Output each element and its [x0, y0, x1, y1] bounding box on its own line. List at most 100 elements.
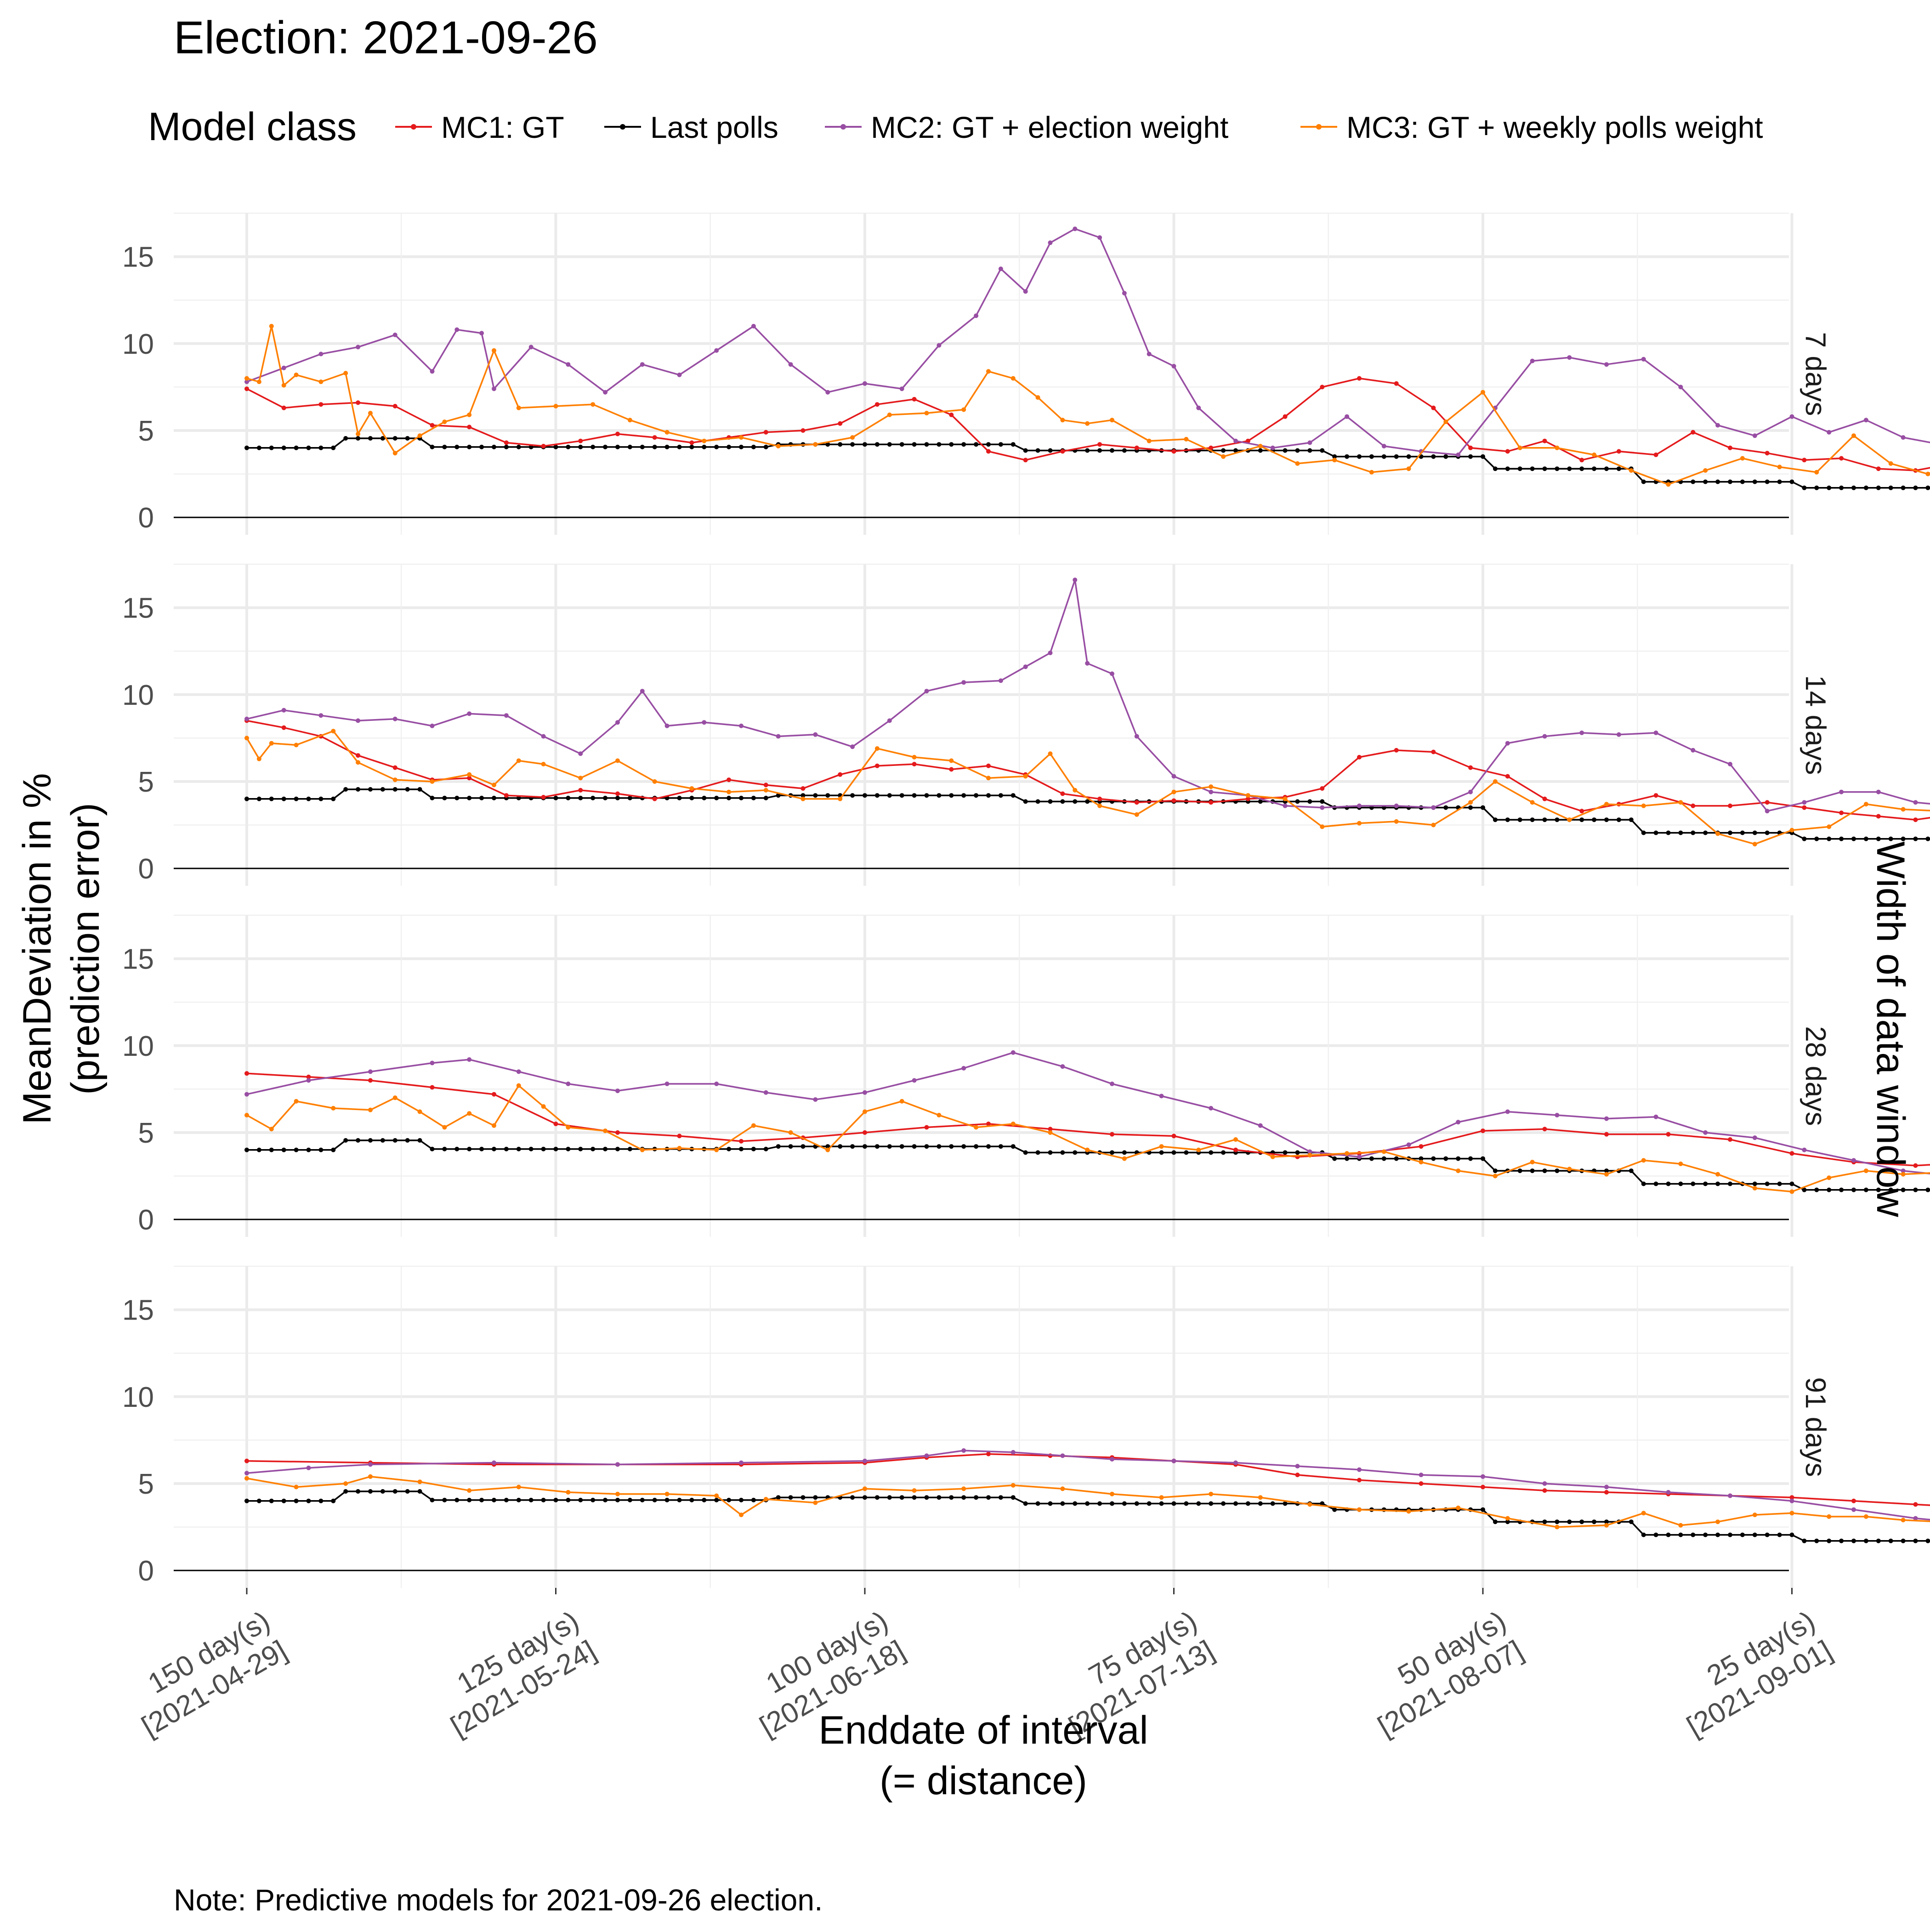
data-point-last-polls — [627, 1497, 632, 1502]
data-point-last-polls — [1419, 1156, 1424, 1161]
data-point-mc2-gt-election-weight — [1307, 1149, 1312, 1154]
data-point-last-polls — [368, 436, 373, 441]
data-point-mc3-gt-weekly-polls-weight — [986, 369, 991, 374]
data-point-mc3-gt-weekly-polls-weight — [1814, 470, 1819, 475]
y-tick-label: 10 — [122, 1031, 154, 1062]
data-point-last-polls — [974, 442, 979, 447]
data-point-last-polls — [998, 442, 1003, 447]
data-point-last-polls — [1023, 1501, 1028, 1506]
data-point-mc3-gt-weekly-polls-weight — [1567, 817, 1572, 822]
data-point-last-polls — [838, 1144, 843, 1149]
data-point-last-polls — [1159, 1501, 1164, 1506]
data-point-mc1-gt — [392, 765, 397, 770]
data-point-mc2-gt-election-weight — [318, 713, 324, 718]
data-point-last-polls — [603, 1497, 608, 1502]
data-point-last-polls — [492, 795, 496, 800]
data-point-mc3-gt-weekly-polls-weight — [776, 444, 781, 448]
data-point-mc1-gt — [1691, 803, 1696, 808]
data-point-last-polls — [1691, 830, 1696, 835]
data-point-mc3-gt-weekly-polls-weight — [392, 451, 397, 456]
data-point-mc3-gt-weekly-polls-weight — [1493, 1173, 1498, 1178]
data-point-last-polls — [1221, 1501, 1226, 1506]
data-point-mc3-gt-weekly-polls-weight — [664, 430, 670, 435]
data-point-last-polls — [356, 787, 361, 792]
legend-label-mc3-gt-weekly-polls-weight: MC3: GT + weekly polls weight — [1346, 110, 1763, 144]
data-point-last-polls — [516, 1497, 521, 1502]
data-point-mc2-gt-election-weight — [1728, 762, 1732, 767]
data-point-last-polls — [1913, 1187, 1918, 1192]
data-point-mc2-gt-election-weight — [1171, 1458, 1176, 1463]
data-point-mc1-gt — [1320, 786, 1325, 791]
data-point-mc3-gt-weekly-polls-weight — [1085, 1147, 1090, 1152]
data-point-mc1-gt — [541, 444, 546, 448]
data-point-last-polls — [751, 1146, 756, 1151]
y-tick-label: 5 — [138, 766, 154, 798]
data-point-last-polls — [1888, 836, 1893, 841]
data-point-mc2-gt-election-weight — [825, 390, 830, 395]
data-point-mc2-gt-election-weight — [430, 723, 435, 728]
data-point-mc2-gt-election-weight — [1691, 748, 1696, 753]
data-point-mc3-gt-weekly-polls-weight — [640, 1147, 645, 1152]
data-point-last-polls — [281, 445, 286, 450]
data-point-mc2-gt-election-weight — [1209, 1106, 1214, 1110]
data-point-mc1-gt — [318, 402, 324, 407]
data-point-last-polls — [640, 444, 645, 449]
data-point-last-polls — [850, 1495, 855, 1500]
data-point-mc2-gt-election-weight — [1320, 805, 1325, 810]
data-point-mc3-gt-weekly-polls-weight — [1147, 438, 1152, 443]
data-point-mc3-gt-weekly-polls-weight — [1196, 1147, 1201, 1152]
data-point-last-polls — [1184, 1501, 1189, 1506]
data-point-last-polls — [727, 1146, 732, 1151]
data-point-mc3-gt-weekly-polls-weight — [1827, 1514, 1832, 1519]
y-tick-label: 0 — [138, 1555, 154, 1587]
legend-key-point-mc2-gt-election-weight — [840, 124, 846, 130]
data-point-last-polls — [479, 795, 484, 800]
data-point-mc1-gt — [1468, 445, 1473, 450]
data-point-last-polls — [1604, 1519, 1609, 1524]
data-point-mc3-gt-weekly-polls-weight — [294, 1484, 299, 1490]
data-point-mc2-gt-election-weight — [1678, 385, 1683, 390]
series-line-mc1-gt — [246, 1453, 1930, 1506]
data-point-mc2-gt-election-weight — [677, 372, 682, 377]
data-point-mc1-gt — [677, 1133, 682, 1139]
data-point-mc3-gt-weekly-polls-weight — [813, 442, 818, 447]
data-point-mc3-gt-weekly-polls-weight — [417, 1479, 422, 1484]
data-point-mc3-gt-weekly-polls-weight — [1357, 821, 1362, 826]
data-point-last-polls — [430, 444, 435, 449]
data-point-mc3-gt-weekly-polls-weight — [1035, 395, 1040, 400]
data-point-last-polls — [1493, 817, 1498, 822]
data-point-mc1-gt — [492, 1092, 496, 1097]
facet-axis-label: Width of data window — [1868, 841, 1913, 1217]
series-line-mc3-gt-weekly-polls-weight — [246, 325, 1930, 486]
data-point-mc2-gt-election-weight — [813, 732, 818, 737]
data-point-mc2-gt-election-weight — [566, 1082, 571, 1086]
data-point-mc2-gt-election-weight — [1715, 423, 1720, 428]
data-point-last-polls — [1715, 479, 1720, 484]
data-point-mc2-gt-election-weight — [1765, 809, 1770, 814]
data-point-last-polls — [1703, 1181, 1708, 1186]
data-point-mc1-gt — [281, 405, 286, 410]
legend-label-last-polls: Last polls — [650, 110, 778, 144]
data-point-last-polls — [1691, 1181, 1696, 1186]
data-point-last-polls — [1060, 799, 1065, 804]
data-point-mc3-gt-weekly-polls-weight — [343, 1481, 348, 1486]
data-point-last-polls — [1406, 454, 1411, 459]
data-point-mc2-gt-election-weight — [1542, 1481, 1547, 1486]
data-point-mc1-gt — [727, 777, 732, 782]
data-point-mc2-gt-election-weight — [479, 331, 484, 336]
data-point-last-polls — [1827, 485, 1832, 490]
data-point-mc3-gt-weekly-polls-weight — [788, 1130, 793, 1135]
data-point-last-polls — [479, 1497, 484, 1502]
data-point-last-polls — [1728, 479, 1732, 484]
series-last-polls — [244, 1138, 1930, 1192]
data-point-mc3-gt-weekly-polls-weight — [727, 789, 732, 794]
data-point-last-polls — [454, 444, 460, 449]
data-point-last-polls — [306, 445, 311, 450]
data-point-last-polls — [874, 1495, 880, 1500]
data-point-last-polls — [727, 795, 732, 800]
data-point-mc3-gt-weekly-polls-weight — [1283, 796, 1288, 801]
data-point-last-polls — [1394, 1156, 1399, 1161]
data-point-last-polls — [949, 442, 954, 447]
data-point-last-polls — [1752, 479, 1757, 484]
data-point-last-polls — [1728, 830, 1732, 835]
